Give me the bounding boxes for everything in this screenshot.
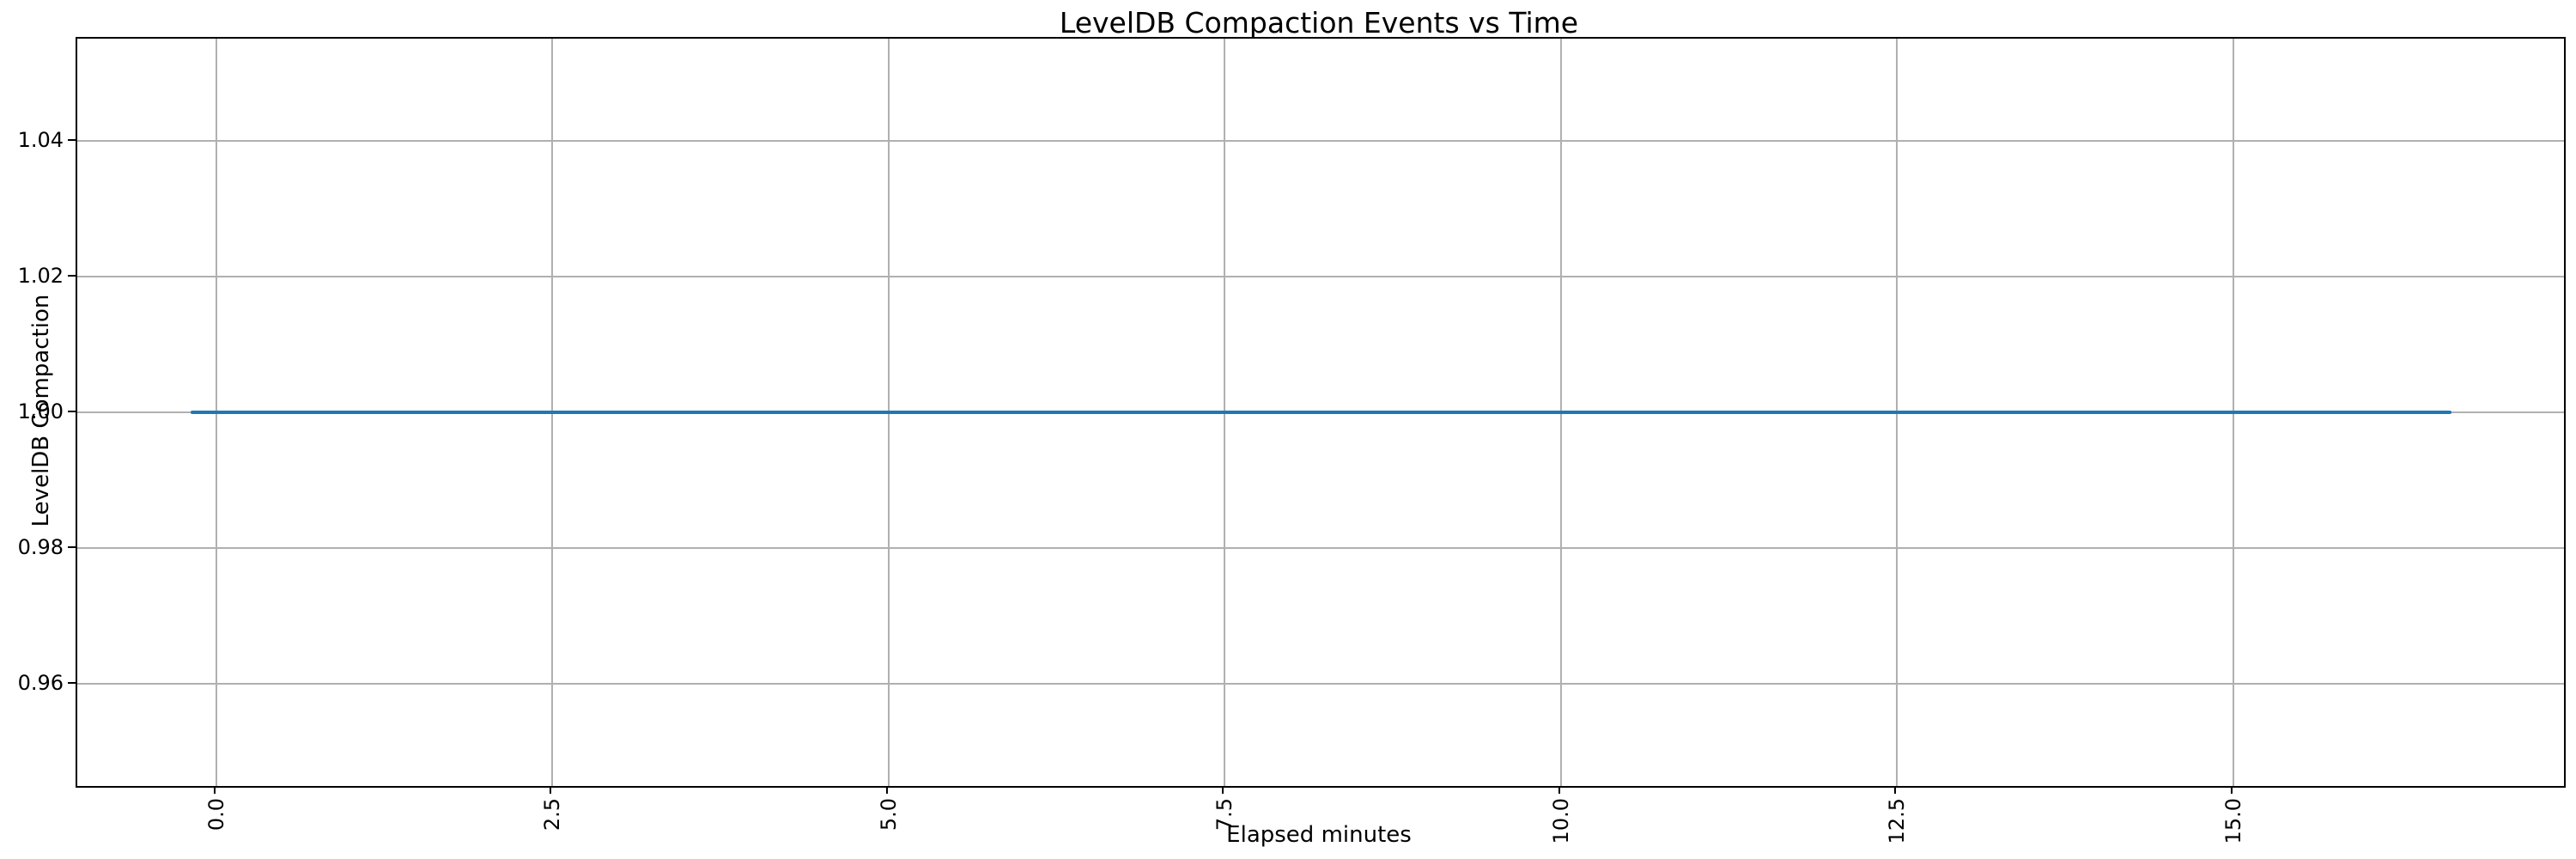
y-tick-label: 0.96 [17,671,64,696]
series-line [191,411,2451,414]
y-gridline [77,547,2564,550]
x-tick-mark [1894,786,1897,794]
y-tick-label: 0.98 [17,535,64,560]
x-tick-mark [1222,786,1224,794]
y-gridline [77,683,2564,685]
y-gridline [77,139,2564,142]
x-tick-mark [213,786,216,794]
x-tick-label: 2.5 [540,798,565,832]
x-tick-label: 0.0 [204,798,228,832]
plot-area [76,37,2566,788]
x-tick-label: 7.5 [1212,798,1237,832]
x-tick-label: 10.0 [1548,798,1573,844]
x-tick-label: 12.5 [1885,798,1910,844]
y-tick-mark [68,274,76,277]
x-tick-mark [2230,786,2233,794]
y-gridline [77,275,2564,277]
y-tick-label: 1.00 [17,399,64,423]
x-tick-mark [885,786,888,794]
x-tick-label: 5.0 [876,798,901,832]
x-tick-mark [550,786,552,794]
y-tick-label: 1.02 [17,263,64,288]
y-tick-mark [68,138,76,141]
x-axis-label: Elapsed minutes [1226,822,1412,848]
y-tick-mark [68,546,76,549]
y-tick-mark [68,682,76,685]
x-tick-mark [1558,786,1560,794]
chart-title: LevelDB Compaction Events vs Time [1059,6,1579,40]
y-tick-mark [68,411,76,412]
y-tick-label: 1.04 [17,127,64,152]
x-tick-label: 15.0 [2221,798,2245,844]
